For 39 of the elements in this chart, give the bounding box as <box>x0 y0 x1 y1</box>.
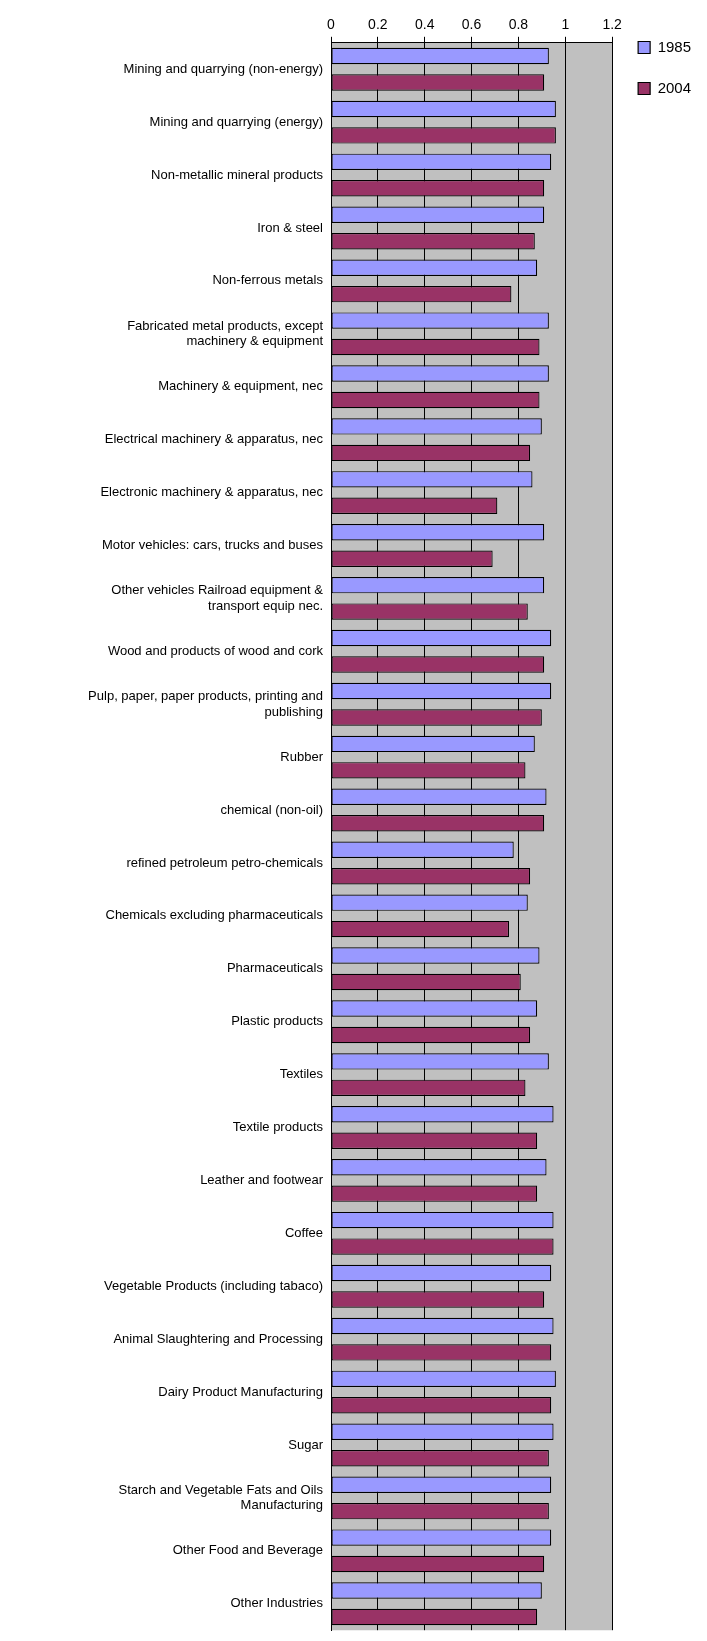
x-tick-label: 1.2 <box>602 16 623 33</box>
y-tick-label: Animal Slaughtering and Processing <box>113 1330 323 1346</box>
y-tick-label: Rubber <box>280 748 324 764</box>
y-tick-label: Pharmaceuticals <box>226 960 324 976</box>
y-tick-label: Iron & steel <box>257 219 324 235</box>
y-tick-label: Dairy Product Manufacturing <box>158 1383 323 1399</box>
y-tick-label: chemical (non-oil) <box>220 801 323 817</box>
y-tick-label: Pulp, paper, paper products, printing and publishing <box>88 687 323 719</box>
y-tick-label: Other Industries <box>230 1595 324 1611</box>
x-tick-label: 0.2 <box>368 16 388 33</box>
legend-label: 2004 <box>657 78 692 96</box>
x-tick-label: 0 <box>327 16 336 33</box>
y-tick-label: Wood and products of wood and cork <box>107 642 324 658</box>
y-tick-label: Other vehicles Railroad equipment & transport equip nec. <box>111 582 324 613</box>
x-tick-label: 1 <box>561 16 570 33</box>
y-tick-label: Textile products <box>232 1119 324 1135</box>
y-tick-label: Mining and quarrying (non-energy) <box>123 60 323 76</box>
y-tick-label: refined petroleum petro-chemicals <box>126 854 324 870</box>
y-tick-label: Electrical machinery & apparatus, nec <box>104 431 324 447</box>
y-tick-label: Vegetable Products (including tabaco) <box>104 1277 323 1293</box>
y-tick-label: Motor vehicles: cars, trucks and buses <box>101 537 324 553</box>
y-tick-label: Textiles <box>279 1066 324 1082</box>
x-tick-label: 0.8 <box>508 16 529 33</box>
y-tick-label: Sugar <box>288 1436 324 1452</box>
y-tick-label: Other Food and Beverage <box>172 1542 323 1558</box>
y-tick-label: Machinery & equipment, nec <box>158 378 324 394</box>
y-tick-label: Non-ferrous metals <box>212 272 324 288</box>
x-tick-label: 0.6 <box>461 16 482 33</box>
y-tick-label: Leather and footwear <box>200 1172 324 1188</box>
x-tick-label: 0.4 <box>414 16 435 33</box>
y-tick-label: Non-metallic mineral products <box>151 166 324 182</box>
y-tick-label: Fabricated metal products, except machinery & equipment <box>127 317 324 349</box>
y-tick-label: Electronic machinery & apparatus, nec <box>100 484 324 500</box>
y-tick-label: Mining and quarrying (energy) <box>149 113 323 129</box>
y-tick-label: Coffee <box>284 1224 323 1240</box>
y-tick-label: Starch and Vegetable Fats and Oils Manufacturing <box>118 1481 324 1513</box>
y-tick-label: Chemicals excluding pharmaceuticals <box>105 907 324 923</box>
legend-label: 1985 <box>657 37 692 55</box>
y-tick-label: Plastic products <box>231 1013 324 1029</box>
